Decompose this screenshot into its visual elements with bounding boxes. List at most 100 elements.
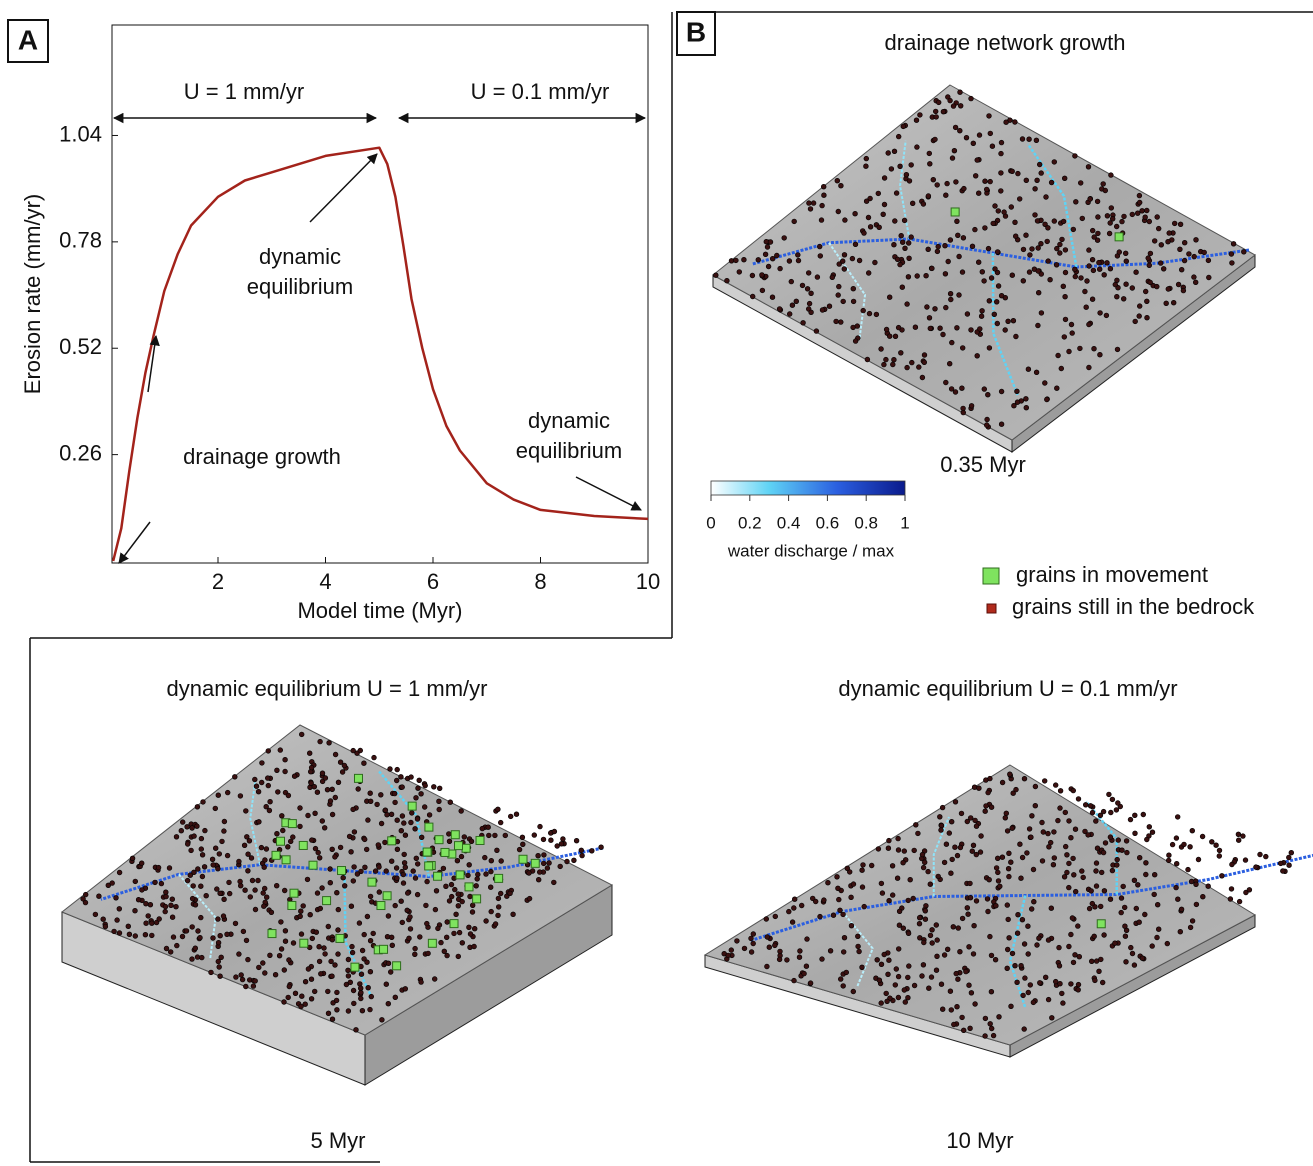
grain (202, 827, 208, 834)
moving-grain (433, 871, 443, 881)
grain (898, 350, 904, 356)
grain (1119, 847, 1125, 853)
grain (1021, 775, 1028, 782)
grain (906, 178, 913, 184)
river (343, 870, 372, 996)
grain (1068, 834, 1074, 841)
grain (926, 150, 932, 157)
grain (210, 862, 216, 868)
grain (998, 170, 1004, 176)
grain (409, 810, 415, 816)
grain (309, 935, 315, 942)
legend-swatch (982, 567, 1000, 585)
grain (837, 907, 843, 913)
grain (1060, 1000, 1066, 1006)
grain (297, 805, 303, 811)
grain (1005, 916, 1011, 923)
grain (398, 898, 404, 904)
grain (1006, 873, 1012, 880)
grain (1107, 896, 1114, 902)
grain (180, 819, 186, 825)
grain (1023, 177, 1030, 184)
grain (893, 190, 900, 196)
grain (776, 306, 783, 312)
grain (1128, 944, 1134, 951)
grain (968, 403, 975, 409)
grain (927, 161, 933, 167)
y-tick-label: 0.26 (59, 440, 102, 465)
grain (983, 186, 990, 193)
grain (1066, 818, 1072, 824)
grain (988, 804, 995, 810)
grain (332, 794, 338, 801)
grain (981, 386, 987, 392)
grain (1143, 860, 1149, 866)
grain (763, 916, 769, 922)
grain (892, 982, 898, 988)
grain (993, 902, 999, 909)
grain (408, 774, 414, 780)
grain (942, 271, 949, 277)
grain (214, 886, 220, 892)
grain (215, 939, 222, 946)
grain (765, 263, 772, 270)
grain (1086, 905, 1093, 912)
grain (986, 345, 993, 351)
grain (986, 876, 992, 883)
grain (929, 265, 935, 272)
grain (1039, 858, 1046, 864)
map-title: dynamic equilibrium U = 1 mm/yr (167, 676, 488, 701)
grain (382, 839, 388, 846)
grain (495, 895, 502, 902)
grain (915, 830, 921, 837)
grain (960, 405, 966, 412)
grain (461, 834, 467, 840)
grain (993, 865, 1000, 871)
grain (838, 183, 844, 189)
grain (1044, 238, 1050, 245)
grain (337, 759, 344, 765)
grain (902, 245, 908, 252)
grain (598, 844, 604, 850)
grain (1059, 990, 1065, 997)
grain (1228, 886, 1235, 892)
grain (989, 143, 996, 149)
grain (850, 881, 857, 887)
grain (947, 97, 953, 104)
grain (558, 841, 565, 847)
grain (954, 1003, 960, 1010)
grain (399, 813, 406, 819)
grain (1019, 854, 1026, 861)
grain (1200, 893, 1206, 900)
grain (1045, 830, 1051, 837)
grain (946, 361, 953, 367)
grain (414, 891, 421, 898)
y-tick-label: 0.52 (59, 334, 102, 359)
grain (274, 830, 280, 837)
grain (551, 828, 558, 835)
grain (1068, 931, 1074, 938)
grain (836, 896, 842, 903)
grain (1094, 237, 1101, 243)
grain (1154, 934, 1160, 941)
grain (970, 842, 977, 848)
grain (351, 829, 358, 835)
grain (1219, 873, 1225, 879)
grain (852, 338, 859, 344)
grain (848, 894, 854, 900)
grain (278, 946, 285, 952)
map-time: 5 Myr (311, 1128, 366, 1153)
grain (1071, 872, 1077, 878)
grain (797, 948, 803, 954)
grain (1054, 385, 1060, 391)
grain (1077, 345, 1083, 352)
grain (1112, 940, 1118, 946)
grain (1122, 250, 1129, 257)
grain (308, 976, 315, 982)
grain (298, 931, 305, 937)
grain (963, 968, 969, 975)
grain (578, 847, 584, 853)
grain (149, 920, 155, 926)
grain (1038, 170, 1044, 176)
grain (299, 731, 305, 738)
